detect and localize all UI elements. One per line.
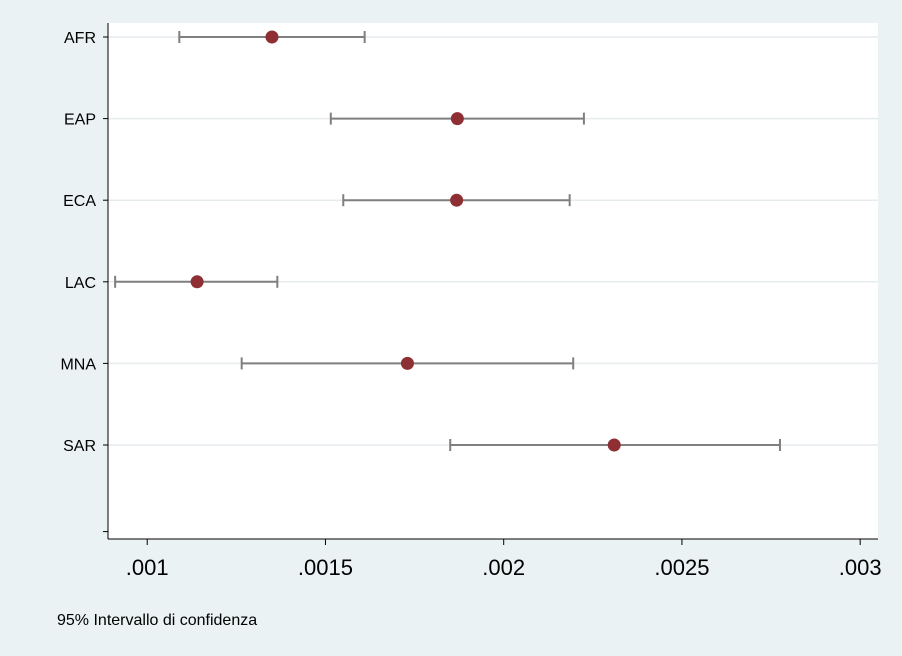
- point-sar: [607, 438, 621, 452]
- x-tick-label-4: .003: [839, 555, 882, 580]
- point-lac: [190, 275, 204, 289]
- x-tick-label-3: .0025: [654, 555, 709, 580]
- y-tick-label-sar: SAR: [63, 438, 96, 455]
- point-afr: [265, 30, 279, 44]
- y-axis-ticks: AFR EAP ECA LAC MNA SAR: [60, 30, 108, 533]
- y-tick-label-mna: MNA: [60, 356, 96, 373]
- y-tick-label-eap: EAP: [64, 112, 96, 129]
- x-tick-label-2: .002: [482, 555, 525, 580]
- x-axis-ticks: .001 .0015 .002 .0025 .003: [126, 539, 882, 580]
- point-estimates: [190, 30, 621, 452]
- y-tick-label-afr: AFR: [64, 30, 96, 47]
- point-mna: [400, 356, 414, 370]
- x-tick-label-1: .0015: [298, 555, 353, 580]
- chart-note: 95% Intervallo di confidenza: [57, 612, 258, 629]
- point-eca: [450, 193, 464, 207]
- y-tick-label-eca: ECA: [63, 193, 96, 210]
- point-eap: [450, 112, 464, 126]
- x-tick-label-0: .001: [126, 555, 169, 580]
- y-tick-label-lac: LAC: [65, 275, 96, 292]
